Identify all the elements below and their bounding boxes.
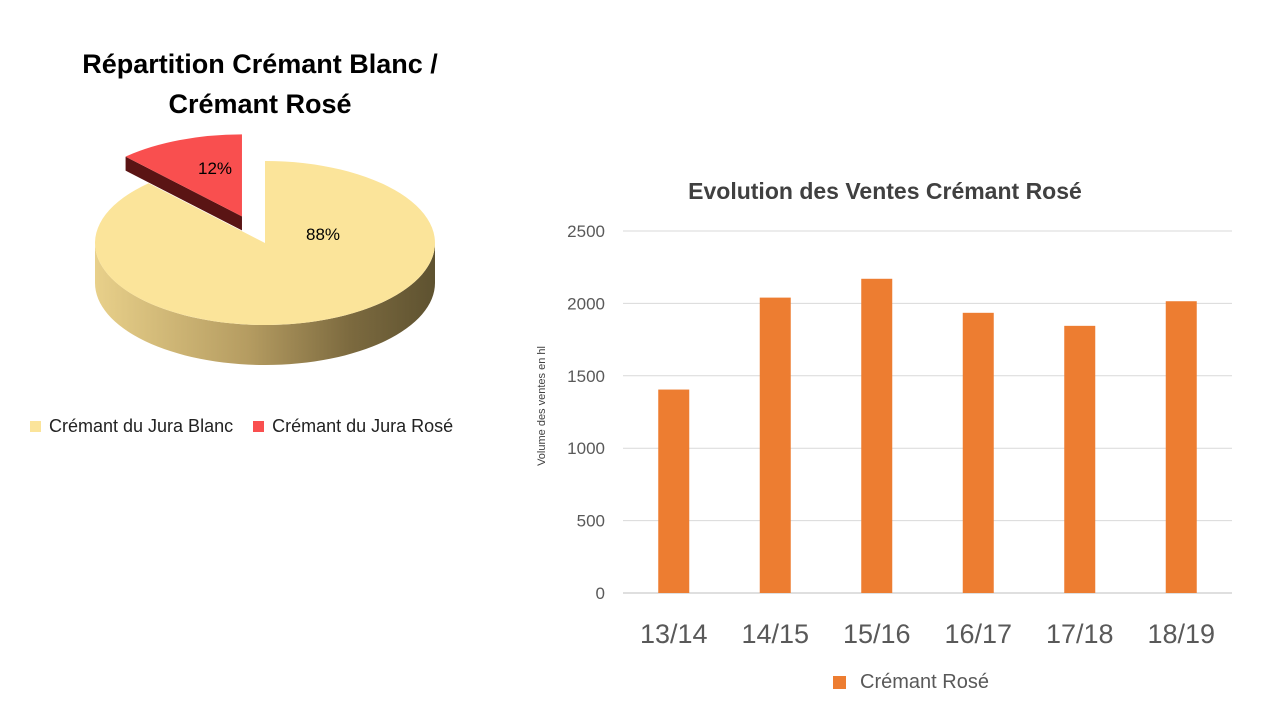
legend-label-rose: Crémant du Jura Rosé (272, 415, 454, 436)
pie-title-line1: Répartition Crémant Blanc / (82, 49, 438, 79)
pie-label-rose: 12% (198, 159, 232, 178)
y-tick-label: 2000 (567, 294, 605, 313)
x-tick-label: 16/17 (944, 619, 1012, 649)
y-tick-label: 2500 (567, 222, 605, 241)
x-tick-label: 14/15 (741, 619, 809, 649)
legend-label-rose-bar: Crémant Rosé (860, 670, 989, 693)
pie-slice-rose (125, 134, 242, 217)
pie-legend: Crémant du Jura Blanc Crémant du Jura Ro… (30, 414, 473, 438)
y-tick-label: 1500 (567, 367, 605, 386)
bar (1165, 301, 1197, 593)
x-tick-label: 17/18 (1046, 619, 1114, 649)
bar (861, 278, 893, 593)
legend-label-blanc: Crémant du Jura Blanc (49, 415, 234, 436)
bar-legend: Crémant Rosé (833, 670, 989, 694)
legend-item-blanc: Crémant du Jura Blanc (30, 416, 233, 437)
y-tick-label: 500 (577, 512, 605, 531)
y-tick-label: 1000 (567, 439, 605, 458)
pie-chart: 88% 12% (94, 134, 436, 365)
bar-chart-title: Evolution des Ventes Crémant Rosé (688, 178, 1082, 204)
pie-label-blanc: 88% (306, 225, 340, 244)
x-tick-label: 15/16 (843, 619, 911, 649)
pie-slice-rose-side (125, 156, 242, 231)
bar-chart: 0 500 1000 1500 2000 2500 13/14 14/15 15/16 16/1… (536, 222, 1232, 649)
y-tick-label: 0 (596, 584, 605, 603)
legend-swatch-rose-bar (833, 675, 846, 689)
x-tick-label: 18/19 (1147, 619, 1215, 649)
pie-chart-title: Répartition Crémant Blanc / Crémant Rosé (40, 44, 480, 124)
x-tick-label: 13/14 (640, 619, 708, 649)
pie-slice-blanc-side (95, 243, 435, 365)
legend-swatch-blanc (30, 420, 41, 432)
legend-item-rose: Crémant du Jura Rosé (253, 416, 453, 437)
pie-title-line2: Crémant Rosé (168, 89, 352, 119)
legend-swatch-rose (253, 420, 265, 432)
bar (759, 297, 791, 593)
bar (658, 389, 690, 593)
bar (962, 312, 994, 593)
bar (1064, 325, 1096, 593)
pie-slice-blanc (94, 161, 436, 325)
y-axis-label: Volume des ventes en hl (536, 346, 548, 466)
